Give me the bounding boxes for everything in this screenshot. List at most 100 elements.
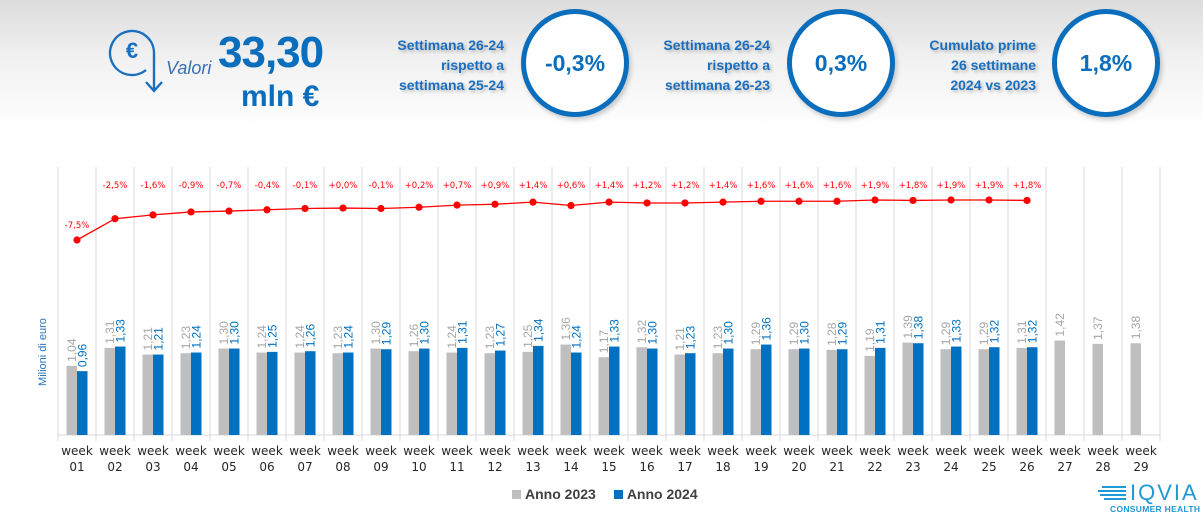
stat-circle-week-vs-prev-week: -0,3% [521,9,629,117]
x-tick-label: 17 [677,460,692,474]
data-label-2023: 1,32 [635,320,649,344]
x-tick-label: week [783,444,815,458]
cumulative-label: +1,9% [975,181,1004,191]
valori-label: Valori [166,58,212,78]
data-label-2024: 1,25 [265,324,279,348]
x-tick-label: 24 [943,460,958,474]
data-label-2024: 1,31 [455,320,469,344]
data-label-2024: 1,36 [759,317,773,341]
cumulative-point [681,199,689,207]
cumulative-label: +1,2% [633,181,662,191]
cumulative-point [947,196,955,204]
bar-2024-week-21 [837,349,848,435]
data-label-2023: 1,30 [217,321,231,345]
cumulative-point [415,203,423,211]
cumulative-point [529,198,537,206]
logo-subtitle: CONSUMER HEALTH [1110,504,1201,514]
cumulative-label: +1,8% [1013,181,1042,191]
bar-2023-week-07 [294,352,305,435]
bar-2023-week-05 [218,348,229,435]
bar-2024-week-02 [115,346,126,435]
cumulative-label: +1,4% [519,181,548,191]
data-label-2023: 1,17 [597,330,611,354]
cumulative-point [149,211,157,219]
x-tick-label: 16 [639,460,654,474]
data-label-2023: 1,42 [1053,313,1067,337]
x-tick-label: week [479,444,511,458]
bar-2024-week-04 [191,352,202,435]
data-label-2023: 1,31 [103,320,117,344]
data-label-2024: 1,30 [645,321,659,345]
logo-lines-icon [1098,486,1126,500]
bar-2023-week-08 [332,353,343,435]
stat-label-week-vs-prev-year: Settimana 26-24 rispetto a settimana 26-… [636,35,770,95]
cumulative-label: +1,8% [899,181,928,191]
weekly-sales-chart: 1,041,31 1,21 1,23 1,30 1,24 1,24 1,23 1,30 1,26… [37,167,1161,474]
data-label-2023: 1,38 [1129,316,1143,340]
stat-circle-cumulative: 1,8% [1052,9,1160,117]
bar-2024-week-20 [799,348,810,435]
stat-label-line: 26 settimane [951,57,1036,73]
data-label-2023: 1,23 [483,326,497,350]
x-tick-label: 29 [1133,460,1148,474]
x-tick-label: 10 [411,460,426,474]
cumulative-point [491,200,499,208]
x-tick-label: week [213,444,245,458]
bar-labels: 1,041,31 1,21 1,23 1,30 1,24 1,24 1,23 1,30 1,26… [65,313,1143,367]
x-tick-label: week [1011,444,1043,458]
cumulative-point [1023,196,1031,205]
x-tick-label: week [593,444,625,458]
bar-2023-week-24 [940,349,951,435]
bar-2024-week-14 [571,352,582,435]
bar-2023-week-01 [66,365,77,435]
data-label-2023: 1,26 [407,324,421,348]
legend-swatch-2023 [512,489,521,499]
x-tick-label: 19 [753,460,768,474]
y-axis-label: Milioni di euro [37,318,49,386]
bar-2023-week-22 [864,355,875,435]
data-label-2023: 1,29 [749,322,763,346]
x-axis: week 01 week 02 week 03 week 04 week 05 week 06 week… [61,444,1157,474]
data-label-2023: 1,24 [293,325,307,349]
cumulative-label: +0,9% [481,181,510,191]
data-label-2023: 1,24 [255,325,269,349]
cumulative-point [187,208,195,216]
x-tick-label: 15 [601,460,616,474]
cumulative-label: +1,9% [937,181,966,191]
x-tick-label: week [251,444,283,458]
stat-label-line: settimana 26-23 [664,77,770,93]
stat-label-line: rispetto a [706,57,770,73]
x-tick-label: 09 [373,460,388,474]
logo-word: IQVIA [1130,480,1199,505]
bar-2024-week-19 [761,344,772,435]
cumulative-label: +1,9% [861,181,890,191]
x-tick-label: week [175,444,207,458]
x-tick-label: 08 [335,460,350,474]
data-label-2024: 1,34 [531,318,545,342]
cumulative-label: +1,6% [785,181,814,191]
data-label-2024: 1,24 [189,325,203,349]
x-tick-label: 14 [563,460,578,474]
data-label-2024: 1,29 [379,322,393,346]
data-label-2024: 1,24 [341,325,355,349]
x-tick-label: 11 [449,460,464,474]
x-tick-label: week [821,444,853,458]
stat-label-week-vs-prev-week: Settimana 26-24 rispetto a settimana 25-… [370,35,504,95]
data-label-2024: 1,30 [721,321,735,345]
bar-2023-week-29 [1130,343,1141,435]
cumulative-point [73,236,81,244]
cumulative-label: -1,6% [141,181,166,191]
bar-2023-week-04 [180,353,191,435]
bar-2023-week-16 [636,347,647,435]
data-label-2023: 1,31 [1015,320,1029,344]
bar-2023-week-03 [142,354,153,435]
x-tick-label: 18 [715,460,730,474]
bar-2023-week-20 [788,349,799,435]
cumulative-label: +0,6% [557,181,586,191]
x-tick-label: week [403,444,435,458]
bar-2024-week-26 [1027,347,1038,435]
x-tick-label: week [517,444,549,458]
x-tick-label: 02 [107,460,122,474]
data-label-2024: 1,23 [683,326,697,350]
data-label-2023: 1,04 [65,338,79,362]
